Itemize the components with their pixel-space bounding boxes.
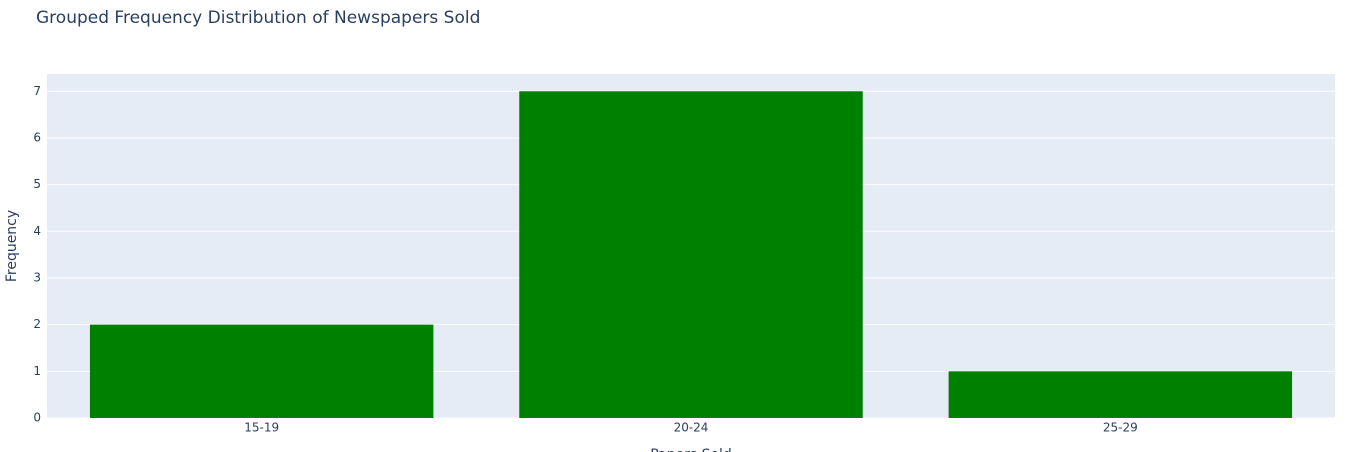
y-tick-label: 4 [33, 224, 41, 238]
x-tick-label: 25-29 [1103, 421, 1138, 435]
bar [519, 91, 863, 418]
bar [948, 371, 1293, 418]
y-tick-label: 7 [33, 84, 41, 98]
y-tick-label: 3 [33, 270, 41, 284]
x-tick-label: 20-24 [674, 421, 709, 435]
y-axis-title: Frequency [4, 210, 20, 282]
chart-title: Grouped Frequency Distribution of Newspa… [36, 8, 480, 28]
y-tick-label: 6 [33, 130, 41, 144]
y-tick-label: 5 [33, 177, 41, 191]
y-tick-label: 1 [33, 364, 41, 378]
y-tick-label: 2 [33, 317, 41, 331]
x-tick-label: 15-19 [244, 421, 279, 435]
y-tick-label: 0 [33, 411, 41, 425]
bar [89, 324, 434, 418]
x-axis-title: Papers Sold [650, 447, 732, 452]
